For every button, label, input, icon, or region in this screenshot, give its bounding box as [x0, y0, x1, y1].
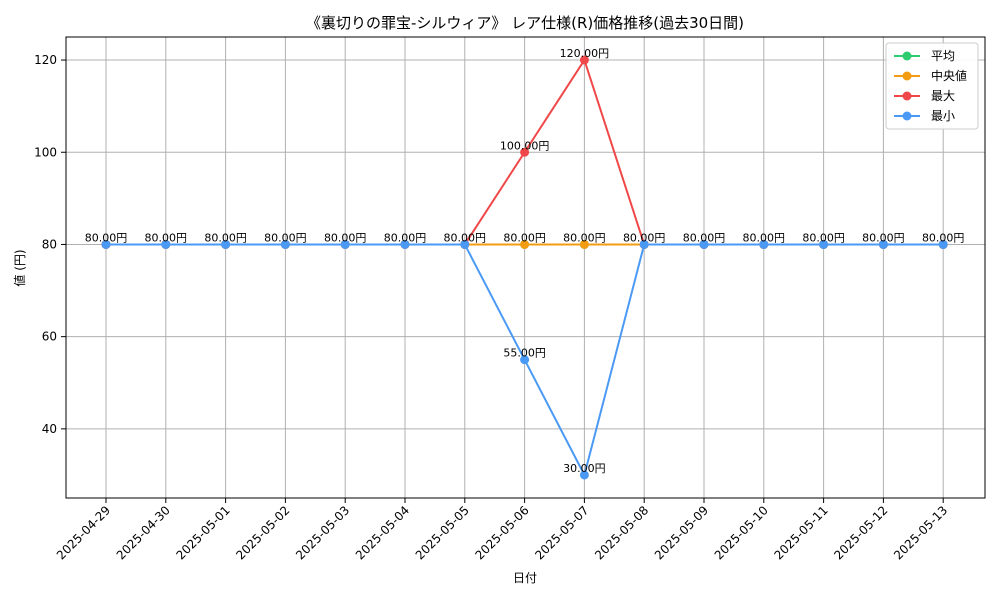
data-point: [579, 470, 589, 480]
x-axis-label: 日付: [513, 571, 537, 585]
data-point: [878, 239, 888, 249]
data-label: 80.00円: [324, 231, 367, 244]
y-axis: 40 60 80 100 120: [34, 53, 66, 436]
plot-frame: [65, 36, 986, 499]
data-label: 80.00円: [862, 231, 905, 244]
legend-marker: [902, 91, 912, 101]
data-label: 100.00円: [500, 139, 550, 152]
legend-item: 平均: [894, 49, 955, 63]
data-point: [520, 147, 530, 157]
legend-item: 中央値: [894, 68, 967, 83]
chart-title: 《裏切りの罪宝-シルウィア》 レア仕様(R)価格推移(過去30日間): [306, 14, 744, 32]
data-point: [579, 239, 589, 249]
legend-label: 中央値: [931, 68, 967, 83]
data-label: 80.00円: [623, 231, 666, 244]
legend-marker: [902, 111, 912, 121]
annotation-layer: 80.00円 80.00円 80.00円 80.00円 80.00円 80.00円 80.0…: [85, 47, 965, 475]
data-label: 30.00円: [563, 462, 606, 475]
legend-label: 最小: [931, 109, 955, 123]
data-point: [819, 239, 829, 249]
data-label: 80.00円: [503, 231, 546, 244]
y-tick-label: 60: [42, 330, 57, 344]
data-point: [938, 239, 948, 249]
data-point: [101, 239, 111, 249]
data-label: 80.00円: [444, 231, 487, 244]
data-point: [579, 55, 589, 65]
data-point: [161, 239, 171, 249]
series-layer: [101, 55, 948, 480]
data-label: 80.00円: [743, 231, 786, 244]
legend-item: 最小: [894, 109, 955, 123]
data-point: [400, 239, 410, 249]
legend-label: 最大: [931, 89, 955, 103]
data-label: 80.00円: [563, 231, 606, 244]
data-label: 80.00円: [145, 231, 188, 244]
data-point: [759, 239, 769, 249]
data-point: [639, 239, 649, 249]
legend-label: 平均: [931, 49, 955, 63]
legend-item: 最大: [894, 89, 955, 103]
data-label: 80.00円: [683, 231, 726, 244]
data-label: 55.00円: [503, 347, 546, 360]
data-label: 80.00円: [922, 231, 965, 244]
data-label: 80.00円: [264, 231, 307, 244]
data-label: 80.00円: [802, 231, 845, 244]
data-point: [520, 355, 530, 365]
data-label: 80.00円: [85, 231, 128, 244]
data-label: 120.00円: [560, 47, 610, 60]
legend-box: [885, 42, 979, 130]
y-tick-label: 120: [34, 53, 57, 67]
legend-marker: [902, 71, 912, 81]
y-axis-label: 値 (円): [12, 249, 27, 286]
series-4: [101, 239, 948, 480]
data-point: [221, 239, 231, 249]
legend-marker: [902, 51, 912, 61]
data-point: [699, 239, 709, 249]
data-label: 80.00円: [384, 231, 427, 244]
data-point: [280, 239, 290, 249]
data-point: [460, 239, 470, 249]
y-tick-label: 80: [42, 237, 57, 251]
data-label: 80.00円: [204, 231, 247, 244]
data-point: [340, 239, 350, 249]
y-tick-label: 40: [42, 422, 57, 436]
data-point: [520, 239, 530, 249]
y-tick-label: 100: [34, 145, 57, 159]
